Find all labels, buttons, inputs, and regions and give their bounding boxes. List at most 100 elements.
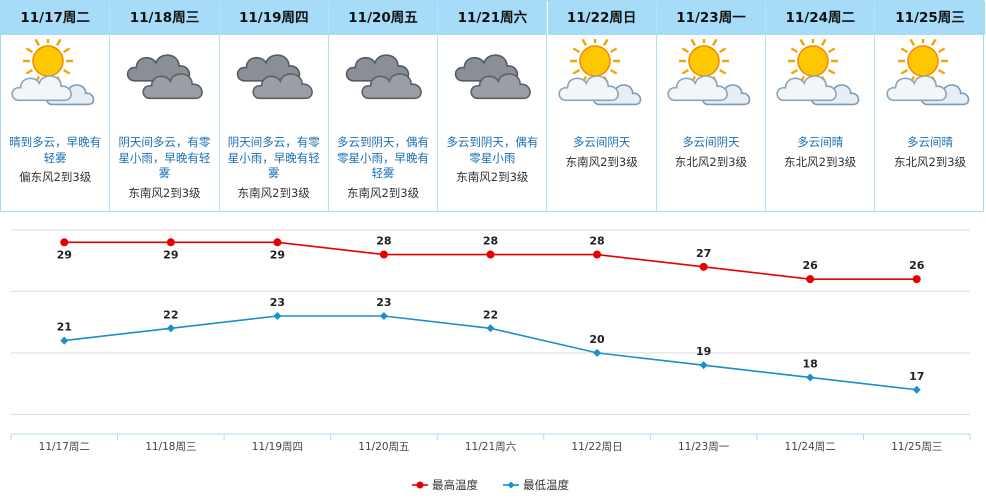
forecast-wind: 东南风2到3级 bbox=[565, 154, 638, 169]
data-label: 17 bbox=[909, 370, 924, 383]
data-label: 20 bbox=[589, 333, 605, 346]
data-label: 22 bbox=[483, 308, 498, 321]
data-point bbox=[486, 324, 495, 333]
forecast-description-text: 多云间晴 bbox=[907, 135, 954, 149]
data-point bbox=[166, 238, 175, 247]
data-label: 27 bbox=[696, 247, 711, 260]
forecast-description: 多云到阴天，偶有零星小雨，早晚有轻雾东南风2到3级 bbox=[333, 135, 433, 201]
forecast-description: 多云到阴天，偶有零星小雨东南风2到3级 bbox=[442, 135, 542, 185]
data-point bbox=[379, 312, 388, 321]
data-label: 22 bbox=[163, 308, 178, 321]
forecast-date: 11/22周日 bbox=[547, 1, 656, 35]
data-point bbox=[486, 250, 495, 259]
forecast-wind: 东北风2到3级 bbox=[784, 154, 857, 169]
temperature-chart-svg: 11/17周二 11/18周三 11/19周四 11/20周五 11/21周六 11/22… bbox=[10, 229, 971, 492]
legend-marker bbox=[416, 481, 424, 489]
forecast-date: 11/23周一 bbox=[656, 1, 766, 35]
forecast-day: 11/18周三阴天间多云，有零星小雨，早晚有轻雾东南风2到3级 bbox=[110, 1, 220, 211]
forecast-day: 11/21周六 多云到阴天，偶有零星小雨 东南风2到3级 bbox=[438, 1, 548, 211]
forecast-wind: 东南风2到3级 bbox=[128, 185, 201, 200]
legend-label: 最低温度 bbox=[523, 478, 569, 492]
data-point bbox=[806, 275, 815, 284]
forecast-wind: 偏东风2到3级 bbox=[19, 170, 92, 184]
data-point bbox=[806, 373, 815, 382]
data-label: 29 bbox=[270, 248, 285, 261]
forecast-description: 多云间阴天东北风2到3级 bbox=[661, 135, 761, 170]
legend-marker bbox=[507, 481, 515, 489]
x-tick-label: 11/22周日 bbox=[571, 441, 622, 453]
forecast-day: 11/20周五多云到阴天，偶有零星小雨，早晚有轻雾东南风2到3级 bbox=[328, 1, 439, 211]
x-tick-label: 11/25周三 bbox=[891, 441, 942, 453]
overcast-icon bbox=[438, 39, 546, 125]
forecast-day: 11/22周日多云间阴天东南风2到3级 bbox=[547, 1, 657, 211]
data-label: 23 bbox=[376, 296, 391, 309]
data-point bbox=[166, 324, 175, 333]
forecast-day: 11/23周一多云间阴天东北风2到3级 bbox=[656, 1, 767, 211]
x-tick-label: 11/23周一 bbox=[678, 441, 730, 453]
forecast-description-text: 阴天间多云，有零星小雨，早晚有轻雾 bbox=[118, 135, 211, 180]
data-point bbox=[60, 336, 69, 345]
sun-cloud-icon bbox=[875, 39, 984, 125]
x-tick-label: 11/20周五 bbox=[358, 441, 409, 453]
data-point bbox=[593, 250, 602, 259]
forecast-description-text: 晴到多云，早晚有轻雾 bbox=[9, 135, 102, 165]
overcast-icon bbox=[329, 39, 437, 125]
x-tick-label: 11/21周六 bbox=[465, 441, 516, 453]
data-label: 26 bbox=[909, 259, 925, 272]
forecast-wind: 东北风2到3级 bbox=[674, 154, 748, 169]
forecast-description: 晴到多云，早晚有轻雾偏东风2到3级 bbox=[5, 135, 105, 185]
data-label: 28 bbox=[589, 235, 604, 248]
data-point bbox=[699, 262, 708, 271]
data-point bbox=[379, 250, 388, 259]
forecast-wind: 东南风2到3级 bbox=[456, 170, 529, 184]
data-label: 28 bbox=[483, 235, 498, 248]
overcast-icon bbox=[220, 39, 328, 125]
forecast-day: 11/17周二晴到多云，早晚有轻雾偏东风2到3级 bbox=[1, 1, 111, 211]
forecast-description: 多云间晴东北风2到3级 bbox=[879, 135, 980, 170]
data-point bbox=[699, 361, 708, 370]
forecast-description-text: 多云到阴天，偶有零星小雨，早晚有轻雾 bbox=[337, 135, 430, 180]
x-tick-label: 11/24周二 bbox=[785, 441, 836, 453]
sun-cloud-icon bbox=[548, 39, 656, 125]
forecast-day: 11/25周三多云间晴东北风2到3级 bbox=[875, 1, 985, 211]
data-point bbox=[912, 385, 921, 394]
legend-label: 最高温度 bbox=[432, 478, 478, 492]
forecast-description-text: 阴天间多云，有零星小雨，早晚有轻雾 bbox=[227, 135, 320, 180]
x-tick-label: 11/17周二 bbox=[39, 441, 90, 453]
forecast-description: 多云间阴天东南风2到3级 bbox=[552, 135, 652, 170]
forecast-date: 11/19周四 bbox=[219, 1, 328, 35]
forecast-date: 11/18周三 bbox=[110, 1, 219, 35]
data-label: 18 bbox=[803, 357, 818, 370]
data-label: 29 bbox=[163, 248, 178, 261]
data-label: 21 bbox=[57, 321, 72, 334]
forecast-day: 11/24周二多云间晴东北风2到3级 bbox=[766, 1, 876, 211]
data-label: 23 bbox=[270, 296, 285, 309]
sun-cloud-icon bbox=[766, 39, 874, 125]
data-label: 19 bbox=[696, 345, 711, 358]
x-tick-label: 11/18周三 bbox=[145, 441, 196, 453]
forecast-wind: 东北风2到3级 bbox=[893, 154, 967, 169]
forecast-description-text: 多云到阴天，偶有零星小雨 bbox=[446, 135, 539, 165]
forecast-panel: 11/17周二 晴到多云，早晚有轻雾 偏东风2到3级 11/18周三 阴天间多云，有零星… bbox=[0, 0, 985, 212]
forecast-wind: 东南风2到3级 bbox=[346, 185, 420, 200]
forecast-date: 11/25周三 bbox=[875, 1, 985, 35]
series-line bbox=[64, 241, 917, 280]
data-point bbox=[593, 348, 602, 357]
forecast-description-text: 多云间晴 bbox=[797, 135, 844, 149]
forecast-date: 11/24周二 bbox=[766, 1, 875, 35]
forecast-day: 11/19周四阴天间多云，有零星小雨，早晚有轻雾 东南风2到3级 bbox=[219, 1, 329, 211]
temperature-chart: 11/17周二 11/18周三 11/19周四 11/20周五 11/21周六 11/22… bbox=[0, 214, 986, 502]
data-label: 28 bbox=[376, 235, 391, 248]
forecast-date: 11/20周五 bbox=[328, 1, 438, 35]
sun-cloud-icon bbox=[657, 39, 765, 125]
forecast-date: 11/17周二 bbox=[1, 1, 110, 35]
data-point bbox=[273, 238, 282, 247]
data-label: 26 bbox=[803, 259, 819, 272]
overcast-icon bbox=[110, 39, 218, 125]
x-tick-label: 11/19周四 bbox=[252, 441, 303, 453]
forecast-description: 多云间晴东北风2到3级 bbox=[770, 135, 870, 170]
forecast-description-text: 多云间阴天 bbox=[682, 135, 740, 149]
forecast-description-text: 多云间阴天 bbox=[572, 135, 631, 149]
data-point bbox=[273, 312, 282, 321]
forecast-description: 阴天间多云，有零星小雨，早晚有轻雾 东南风2到3级 bbox=[224, 135, 324, 201]
